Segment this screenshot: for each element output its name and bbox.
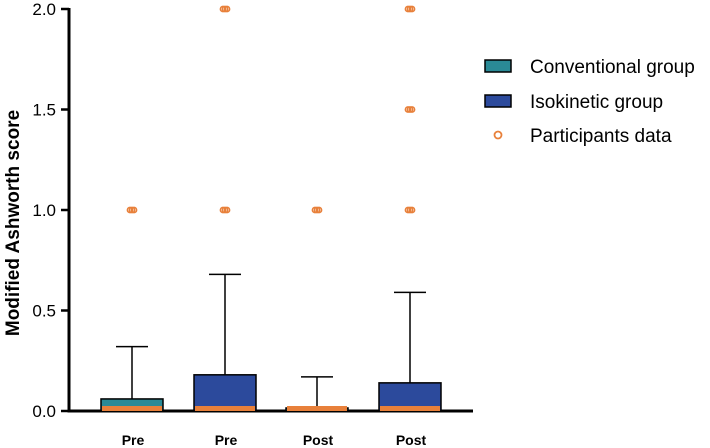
y-tick-label: 2.0 xyxy=(32,0,56,19)
axes: 0.0 0.5 1.0 1.5 2.0 xyxy=(32,0,473,421)
x-tick-label: Post xyxy=(303,432,334,448)
x-tick-label: Pre xyxy=(215,432,238,448)
legend: Conventional group Isokinetic group Partic… xyxy=(484,57,695,147)
participant-point xyxy=(408,206,416,214)
y-tick-label: 1.0 xyxy=(32,201,56,220)
legend-point-marker xyxy=(493,130,503,140)
participant-point xyxy=(315,206,323,214)
boxes xyxy=(100,273,442,412)
median-line xyxy=(195,406,255,411)
legend-swatch xyxy=(484,94,512,108)
participant-point xyxy=(223,206,231,214)
x-tick-labels: Pre Pre Post Post xyxy=(122,432,427,448)
x-tick-label: Pre xyxy=(122,432,145,448)
y-tick-label: 0.0 xyxy=(32,402,56,421)
y-tick-label: 0.5 xyxy=(32,302,56,321)
y-tick-label: 1.5 xyxy=(32,101,56,120)
legend-label: Participants data xyxy=(530,126,672,147)
x-tick-label: Post xyxy=(396,432,427,448)
median-line xyxy=(102,406,162,411)
median-line xyxy=(380,406,440,411)
legend-swatch xyxy=(484,59,512,73)
participant-points xyxy=(126,5,416,214)
legend-label: Conventional group xyxy=(530,57,695,78)
y-axis-label: Modified Ashworth score xyxy=(3,110,24,336)
legend-label: Isokinetic group xyxy=(530,92,663,113)
participant-point xyxy=(130,206,138,214)
box xyxy=(193,374,257,412)
median-line xyxy=(287,406,347,411)
participant-point xyxy=(408,106,416,113)
participant-point xyxy=(223,5,231,13)
participant-point xyxy=(408,5,416,13)
